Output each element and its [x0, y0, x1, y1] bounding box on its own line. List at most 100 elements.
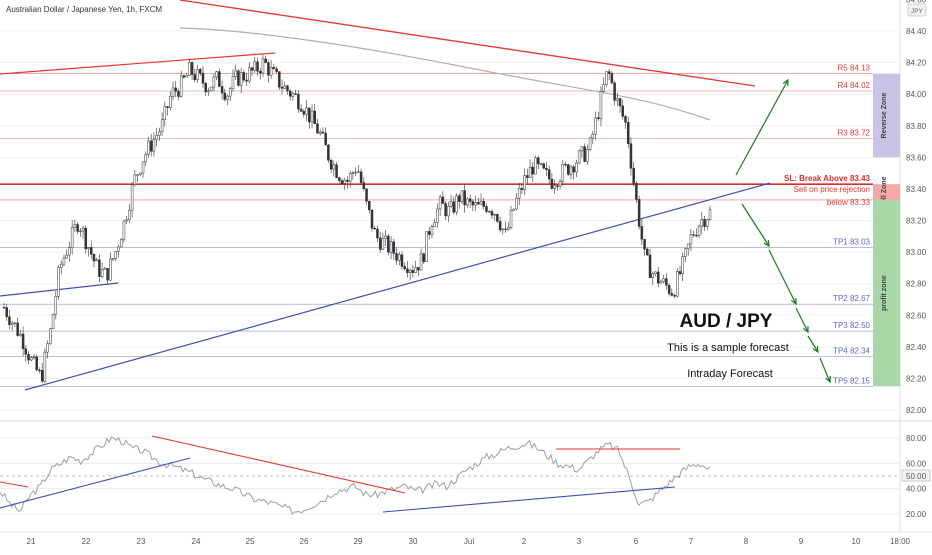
candle-body: [267, 62, 270, 76]
candle-body: [24, 348, 28, 355]
candle-body: [106, 268, 109, 281]
candle-body: [697, 225, 701, 236]
candle-body: [54, 296, 58, 315]
bearish-arrow-2: [768, 249, 797, 305]
candle-body: [537, 157, 540, 165]
moving-average-line: [179, 27, 711, 121]
candle-body: [329, 159, 333, 170]
candle-body: [201, 72, 205, 84]
candle-body: [49, 328, 52, 344]
candle-body: [572, 166, 575, 173]
candle-body: [117, 246, 120, 252]
candle-body: [98, 259, 101, 277]
candle-body: [327, 144, 330, 161]
time-tick-label: 30: [409, 537, 418, 546]
candle-body: [613, 82, 616, 101]
candle-body: [624, 116, 627, 123]
candle-body: [708, 209, 712, 220]
candle-body: [479, 201, 483, 205]
candle-body: [234, 70, 237, 77]
candle-body: [398, 254, 401, 261]
candle-body: [269, 67, 273, 76]
level-label: R4 84.02: [838, 81, 871, 90]
price-tick-label: 82.40: [906, 343, 927, 352]
candle-body: [482, 201, 486, 207]
sample-forecast-note: This is a sample forecast: [667, 342, 789, 354]
bearish-arrow-3-head: [802, 325, 809, 334]
candle-body: [512, 208, 515, 211]
candle-body: [166, 106, 169, 108]
candle-body: [526, 175, 529, 178]
candle-body: [545, 167, 548, 170]
candle-body: [577, 150, 581, 164]
candle-body: [567, 164, 570, 175]
candle-body: [160, 119, 164, 132]
candle-body: [130, 184, 134, 211]
candle-body: [400, 254, 404, 267]
candle-body: [125, 219, 128, 222]
currency-badge: JPY: [907, 3, 927, 17]
candle-body: [607, 71, 611, 74]
candle-body: [340, 180, 344, 184]
candle-body: [656, 271, 660, 284]
candle-body: [89, 247, 93, 255]
forecast-arrows: [735, 78, 831, 384]
candle-body: [354, 171, 357, 174]
candle-body: [487, 211, 491, 213]
candle-body: [403, 266, 406, 270]
candle-body: [294, 93, 297, 95]
candle-body: [433, 222, 436, 227]
candle-body: [441, 196, 445, 204]
candle-body: [629, 143, 633, 169]
candle-body: [119, 239, 123, 248]
candle-body: [490, 211, 494, 216]
candle-body: [100, 269, 104, 277]
candle-body: [188, 62, 191, 76]
candle-body: [496, 213, 499, 222]
candle-body: [87, 247, 90, 250]
candle-body: [381, 238, 385, 250]
candle-body: [163, 106, 167, 120]
candle-body: [103, 268, 107, 270]
candle-body: [591, 133, 595, 139]
candle-body: [81, 227, 85, 232]
rsi-tick-label: 20.00: [906, 510, 927, 519]
candle-body: [182, 75, 186, 78]
candle-body: [248, 67, 251, 82]
candle-body: [111, 258, 115, 260]
candle-body: [662, 278, 665, 282]
candle-body: [35, 356, 38, 371]
rsi-tick-label: 80.00: [906, 434, 927, 443]
bullish-arrow-head: [782, 78, 789, 87]
candle-body: [261, 58, 265, 74]
price-tick-label: 82.60: [906, 311, 927, 320]
level-label: TP1 83.03: [833, 237, 870, 246]
time-tick-label: 22: [82, 537, 91, 546]
candle-body: [460, 190, 464, 202]
candle-body: [457, 195, 461, 202]
price-tick-label: 83.60: [906, 153, 927, 162]
time-tick-label: 18:00: [890, 537, 911, 546]
candle-body: [237, 70, 240, 86]
candle-body: [376, 228, 379, 239]
candle-body: [144, 154, 147, 163]
candle-body: [136, 174, 139, 176]
rsi-support-trendline: [0, 457, 191, 509]
candle-body: [30, 357, 33, 361]
level-label: SL: Break Above 83.43: [784, 174, 871, 183]
candle-body: [621, 105, 625, 117]
profit-zone-label: profit zone: [881, 275, 888, 311]
candle-body: [665, 278, 668, 286]
bearish-arrow-1-head: [763, 239, 770, 248]
candle-body: [220, 86, 224, 94]
time-tick-label: 24: [192, 537, 201, 546]
candle-body: [605, 71, 608, 85]
candle-body: [212, 76, 216, 88]
candle-body: [275, 68, 278, 72]
time-tick-label: 29: [354, 537, 363, 546]
candle-body: [539, 163, 543, 165]
candle-body: [362, 182, 366, 190]
candle-body: [588, 137, 592, 150]
candle-body: [218, 71, 221, 87]
